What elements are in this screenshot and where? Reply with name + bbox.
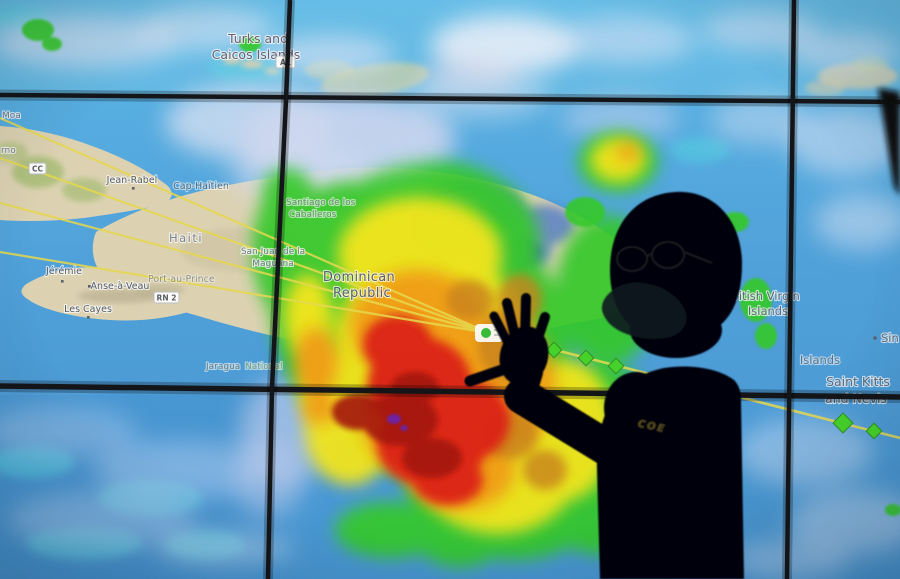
presenter-glasses <box>616 241 713 272</box>
presenter-torso <box>596 366 744 579</box>
presenter-hand <box>464 293 550 387</box>
presenter-silhouette: COE <box>464 191 744 579</box>
glasses-lens-left <box>616 246 648 272</box>
glasses-bridge <box>646 253 654 258</box>
face-mask <box>601 282 687 339</box>
finger-index <box>532 312 550 346</box>
finger-thumb <box>464 362 514 387</box>
finger-ring <box>502 298 521 345</box>
glasses-temple <box>683 251 713 264</box>
finger-middle <box>520 293 531 343</box>
finger-pinky <box>489 311 513 348</box>
glasses-lens-right <box>651 241 685 269</box>
